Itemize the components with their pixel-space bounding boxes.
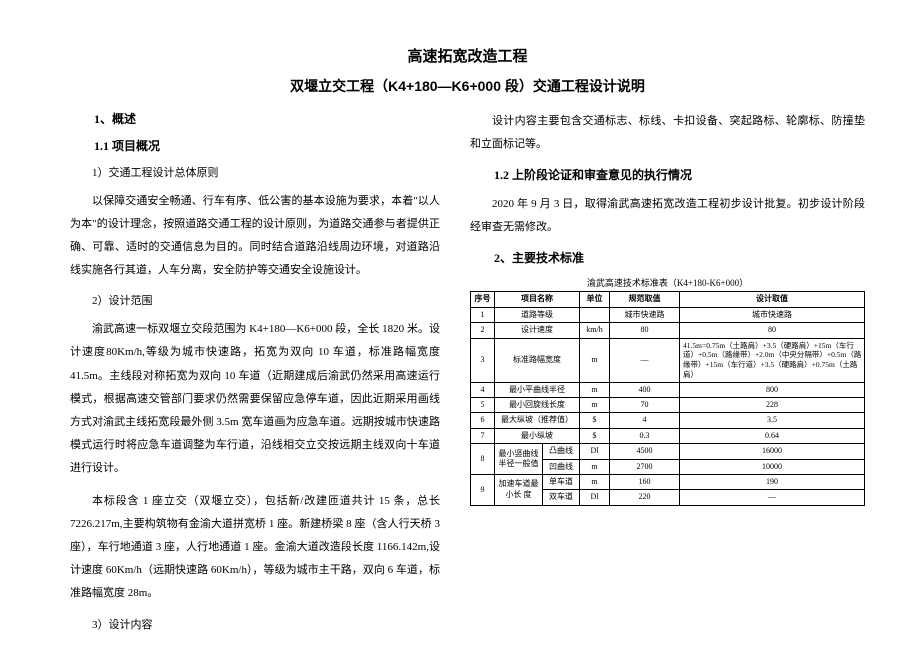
th-unit: 单位 bbox=[580, 292, 610, 307]
th-no: 序号 bbox=[471, 292, 495, 307]
para-2: 渝武高速一标双堰立交段范围为 K4+180—K6+000 段，全长 1820 米… bbox=[70, 318, 440, 480]
para-1: 以保障交通安全畅通、行车有序、低公害的基本设施为要求，本着"以人为本"的设计理念… bbox=[70, 190, 440, 282]
table-row: 2 设计速度 km/h 80 80 bbox=[471, 323, 865, 338]
section-1: 1、概述 bbox=[70, 110, 440, 127]
section-1-2: 1.2 上阶段论证和审查意见的执行情况 bbox=[470, 166, 865, 183]
para-r1: 设计内容主要包含交通标志、标线、卡扣设备、突起路标、轮廓标、防撞垫和立面标记等。 bbox=[470, 110, 865, 156]
left-column: 1、概述 1.1 项目概况 1）交通工程设计总体原则 以保障交通安全畅通、行车有… bbox=[70, 110, 440, 642]
section-1-1-3: 3）设计内容 bbox=[70, 616, 440, 632]
table-row: 1 道路等级 城市快速路 城市快速路 bbox=[471, 307, 865, 322]
para-r2: 2020 年 9 月 3 日，取得渝武高速拓宽改造工程初步设计批复。初步设计阶段… bbox=[470, 193, 865, 239]
table-row: 7 最小纵坡 $ 0.3 0.64 bbox=[471, 428, 865, 443]
para-3: 本标段含 1 座立交（双堰立交），包括新/改建匝道共计 15 条，总长 7226… bbox=[70, 490, 440, 605]
section-1-1: 1.1 项目概况 bbox=[70, 137, 440, 154]
th-des: 设计取值 bbox=[680, 292, 865, 307]
section-2: 2、主要技术标准 bbox=[470, 249, 865, 266]
table-row: 6 最大纵坡（推荐值） $ 4 3.5 bbox=[471, 413, 865, 428]
table-row: 5 最小回旋线长度 m 70 228 bbox=[471, 397, 865, 412]
table-header-row: 序号 项目名称 单位 规范取值 设计取值 bbox=[471, 292, 865, 307]
section-1-1-1: 1）交通工程设计总体原则 bbox=[70, 164, 440, 180]
table-row: 8 最小竖曲线 半径一般值 凸曲线 Dl 4500 16000 bbox=[471, 444, 865, 459]
table-row: 4 最小平曲线半径 m 400 800 bbox=[471, 382, 865, 397]
table-row: 9 加速车道最小长 度 单车道 m 160 190 bbox=[471, 474, 865, 489]
standards-table: 序号 项目名称 单位 规范取值 设计取值 1 道路等级 城市快速路 城市快速路 … bbox=[470, 291, 865, 505]
th-name: 项目名称 bbox=[495, 292, 580, 307]
title-sub: 双堰立交工程（K4+180—K6+000 段）交通工程设计说明 bbox=[70, 76, 865, 96]
table-caption: 渝武高速技术标准表（K4+180-K6+000） bbox=[470, 276, 865, 289]
section-1-1-2: 2）设计范围 bbox=[70, 292, 440, 308]
title-main: 高速拓宽改造工程 bbox=[70, 45, 865, 66]
table-row: 3 标准路幅宽度 m — 41.5m=0.75m（土路肩）+3.5（硬路肩）+1… bbox=[471, 338, 865, 382]
right-column: 设计内容主要包含交通标志、标线、卡扣设备、突起路标、轮廓标、防撞垫和立面标记等。… bbox=[470, 110, 865, 642]
th-std: 规范取值 bbox=[610, 292, 680, 307]
